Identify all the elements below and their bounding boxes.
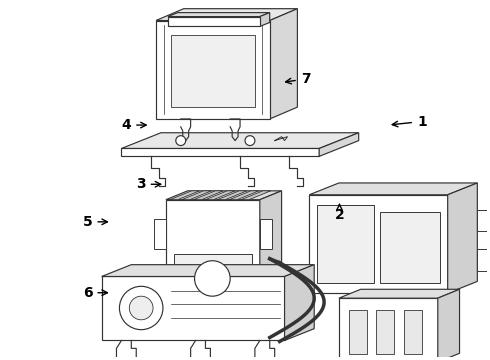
Polygon shape xyxy=(260,219,271,249)
Polygon shape xyxy=(171,35,255,107)
Circle shape xyxy=(195,261,230,296)
Polygon shape xyxy=(168,13,270,17)
Text: 6: 6 xyxy=(83,286,107,300)
Text: 5: 5 xyxy=(83,215,107,229)
Polygon shape xyxy=(166,191,282,200)
Polygon shape xyxy=(270,9,297,119)
Polygon shape xyxy=(319,133,359,156)
Polygon shape xyxy=(122,133,359,148)
Text: 4: 4 xyxy=(122,118,146,132)
Polygon shape xyxy=(448,183,477,293)
Circle shape xyxy=(120,286,163,330)
Polygon shape xyxy=(101,265,314,276)
Polygon shape xyxy=(174,254,252,303)
Polygon shape xyxy=(477,249,490,271)
Polygon shape xyxy=(156,21,270,119)
Polygon shape xyxy=(285,265,314,341)
Polygon shape xyxy=(477,210,490,231)
Text: 3: 3 xyxy=(136,177,161,191)
Polygon shape xyxy=(194,191,223,200)
Polygon shape xyxy=(205,191,235,200)
Polygon shape xyxy=(438,289,460,360)
Circle shape xyxy=(176,136,186,145)
Polygon shape xyxy=(309,195,448,293)
Polygon shape xyxy=(380,212,440,283)
Polygon shape xyxy=(241,191,270,200)
Polygon shape xyxy=(182,191,211,200)
Polygon shape xyxy=(260,13,270,26)
Polygon shape xyxy=(309,183,477,195)
Polygon shape xyxy=(156,9,297,21)
Polygon shape xyxy=(168,17,260,26)
Polygon shape xyxy=(154,219,166,249)
Polygon shape xyxy=(339,289,460,298)
Polygon shape xyxy=(170,191,199,200)
Polygon shape xyxy=(339,298,438,360)
Polygon shape xyxy=(349,310,367,354)
Polygon shape xyxy=(166,200,260,303)
Circle shape xyxy=(245,136,255,145)
Polygon shape xyxy=(376,310,394,354)
Polygon shape xyxy=(122,148,319,156)
Circle shape xyxy=(129,296,153,320)
Polygon shape xyxy=(229,191,259,200)
Polygon shape xyxy=(404,310,422,354)
Text: 1: 1 xyxy=(392,114,427,129)
Text: 2: 2 xyxy=(335,204,344,222)
Text: 7: 7 xyxy=(286,72,310,86)
Polygon shape xyxy=(218,191,247,200)
Polygon shape xyxy=(317,204,373,283)
Polygon shape xyxy=(260,191,282,303)
Polygon shape xyxy=(101,276,285,341)
